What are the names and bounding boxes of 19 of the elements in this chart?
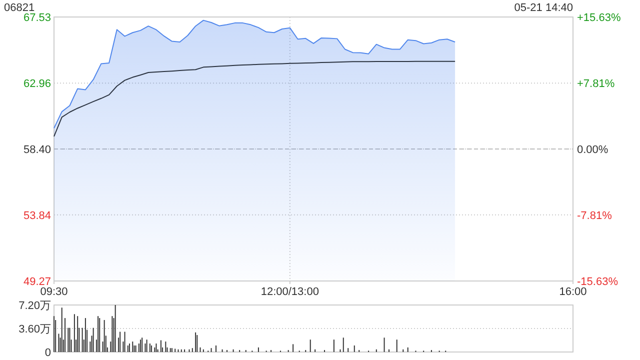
- text: 05-21 14:40: [514, 2, 573, 14]
- y-tick-label: 67.53: [23, 12, 51, 24]
- y2-tick-label: 0.00%: [577, 144, 608, 156]
- y-tick-label: 53.84: [23, 210, 51, 222]
- chart-title: 06821: [4, 2, 35, 14]
- y-tick-label: 3.60万: [18, 324, 51, 336]
- x-tick-label: 09:30: [40, 286, 68, 298]
- y-tick-label: 62.96: [23, 78, 51, 90]
- y-tick-label: 58.40: [23, 144, 51, 156]
- y2-tick-label: -15.63%: [577, 276, 618, 288]
- y-tick-label: 0: [44, 347, 51, 359]
- line-series: [54, 60, 456, 137]
- x-tick-label: 12:00/13:00: [260, 286, 319, 298]
- x-tick-label: 16:00: [559, 286, 587, 298]
- y-tick-label: 49.27: [23, 276, 51, 288]
- y2-tick-label: +7.81%: [577, 78, 615, 90]
- y-tick-label: 7.20万: [18, 300, 51, 312]
- y2-tick-label: +15.63%: [577, 12, 621, 24]
- y2-tick-label: -7.81%: [577, 210, 612, 222]
